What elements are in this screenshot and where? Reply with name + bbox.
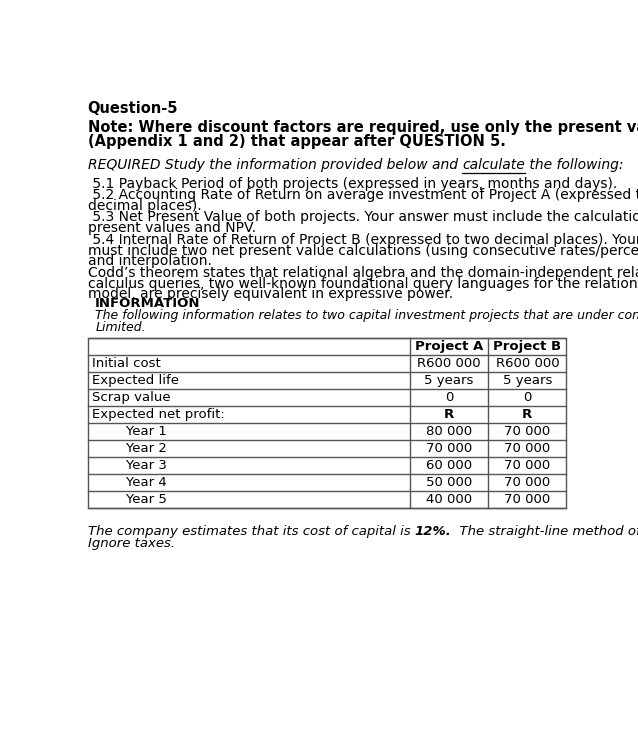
- Text: INFORMATION: INFORMATION: [95, 297, 201, 309]
- Text: 5.4 Internal Rate of Return of Project B (expressed to two decimal places). Your: 5.4 Internal Rate of Return of Project B…: [87, 233, 638, 247]
- Text: R600 000: R600 000: [496, 357, 559, 370]
- Text: Limited.: Limited.: [95, 321, 146, 334]
- Text: Note: Where discount factors are required, use only the present value tables: Note: Where discount factors are require…: [87, 120, 638, 135]
- Text: Expected life: Expected life: [92, 374, 179, 387]
- Text: Year 1: Year 1: [92, 425, 167, 438]
- Text: the following:: the following:: [524, 158, 623, 172]
- Text: Project A: Project A: [415, 340, 483, 353]
- Text: 12%.: 12%.: [414, 525, 451, 538]
- Text: Project B: Project B: [493, 340, 561, 353]
- Text: Year 5: Year 5: [92, 492, 167, 506]
- Text: R: R: [444, 408, 454, 421]
- Text: 60 000: 60 000: [426, 459, 472, 472]
- Text: (Appendix 1 and 2) that appear after QUESTION 5.: (Appendix 1 and 2) that appear after QUE…: [87, 134, 505, 149]
- Text: 5.1 Payback Period of both projects (expressed in years, months and days).: 5.1 Payback Period of both projects (exp…: [87, 177, 617, 191]
- Text: Scrap value: Scrap value: [92, 391, 171, 404]
- Text: 5 years: 5 years: [503, 374, 552, 387]
- Text: The straight-line method of depreciation is used.: The straight-line method of depreciation…: [451, 525, 638, 538]
- Text: 70 000: 70 000: [504, 442, 551, 455]
- Text: and interpolation.: and interpolation.: [87, 255, 211, 268]
- Text: calculate: calculate: [462, 158, 524, 172]
- Text: must include two net present value calculations (using consecutive rates/percent: must include two net present value calcu…: [87, 243, 638, 258]
- Text: 80 000: 80 000: [426, 425, 472, 438]
- Text: The following information relates to two capital investment projects that are un: The following information relates to two…: [95, 309, 638, 322]
- Text: Year 4: Year 4: [92, 476, 167, 489]
- Text: 40 000: 40 000: [426, 492, 472, 506]
- Text: Question-5: Question-5: [87, 101, 178, 116]
- Text: Initial cost: Initial cost: [92, 357, 161, 370]
- Text: Ignore taxes.: Ignore taxes.: [87, 537, 175, 550]
- Text: 70 000: 70 000: [504, 476, 551, 489]
- Text: 70 000: 70 000: [504, 492, 551, 506]
- Text: model, are precisely equivalent in expressive power.: model, are precisely equivalent in expre…: [87, 288, 452, 301]
- Bar: [87, 338, 567, 508]
- Text: 0: 0: [445, 391, 453, 404]
- Text: R600 000: R600 000: [417, 357, 481, 370]
- Text: Year 3: Year 3: [92, 459, 167, 472]
- Text: Expected net profit:: Expected net profit:: [92, 408, 225, 421]
- Text: 70 000: 70 000: [426, 442, 472, 455]
- Text: 0: 0: [523, 391, 531, 404]
- Text: R: R: [522, 408, 533, 421]
- Text: Codd’s theorem states that relational algebra and the domain-independent relatio: Codd’s theorem states that relational al…: [87, 266, 638, 280]
- Text: present values and NPV.: present values and NPV.: [87, 221, 256, 235]
- Text: 50 000: 50 000: [426, 476, 472, 489]
- Text: calculus queries, two well-known foundational query languages for the relational: calculus queries, two well-known foundat…: [87, 276, 638, 291]
- Text: 5.3 Net Present Value of both projects. Your answer must include the calculation: 5.3 Net Present Value of both projects. …: [87, 211, 638, 224]
- Text: 5.2 Accounting Rate of Return on average investment of Project A (expressed to t: 5.2 Accounting Rate of Return on average…: [87, 188, 638, 202]
- Text: 70 000: 70 000: [504, 459, 551, 472]
- Text: 70 000: 70 000: [504, 425, 551, 438]
- Text: The company estimates that its cost of capital is: The company estimates that its cost of c…: [87, 525, 414, 538]
- Text: REQUIRED Study the information provided below and: REQUIRED Study the information provided …: [87, 158, 462, 172]
- Text: 5 years: 5 years: [424, 374, 474, 387]
- Text: Year 2: Year 2: [92, 442, 167, 455]
- Text: decimal places).: decimal places).: [87, 199, 201, 213]
